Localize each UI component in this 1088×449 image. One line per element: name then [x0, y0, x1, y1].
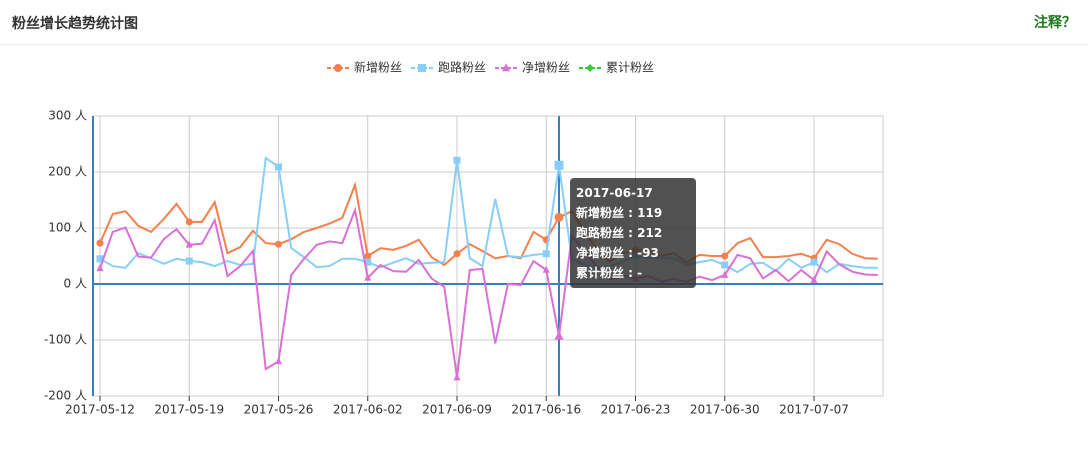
- point: [185, 218, 193, 226]
- tooltip: 2017-06-17 新增粉丝 : 119 跑路粉丝 : 212 净增粉丝 : …: [570, 178, 696, 288]
- point: [721, 270, 729, 278]
- point: [554, 160, 564, 170]
- x-tick-label: 2017-05-26: [244, 403, 314, 417]
- point: [275, 240, 282, 248]
- x-tick-label: 2017-06-02: [333, 403, 403, 417]
- point: [721, 261, 729, 269]
- legend-label: 累计粉丝: [606, 61, 654, 75]
- y-tick-label: -200 人: [44, 389, 87, 403]
- point: [453, 250, 461, 258]
- point: [810, 275, 818, 283]
- point: [453, 156, 461, 164]
- point: [502, 63, 510, 72]
- point: [554, 330, 564, 340]
- x-tick-label: 2017-06-16: [511, 403, 581, 417]
- point: [275, 163, 282, 171]
- legend-label: 净增粉丝: [522, 61, 570, 75]
- series-line: [99, 181, 878, 267]
- y-tick-label: 100 人: [48, 221, 87, 235]
- point: [185, 240, 193, 248]
- point: [96, 255, 104, 263]
- point: [586, 64, 594, 72]
- series-line: [99, 206, 878, 378]
- point: [542, 265, 550, 273]
- point: [96, 239, 104, 247]
- point: [418, 64, 426, 72]
- point: [275, 357, 282, 365]
- x-tick-label: 2017-06-09: [422, 403, 492, 417]
- series-line: [99, 156, 878, 274]
- point: [96, 264, 104, 272]
- point: [364, 252, 372, 260]
- point: [453, 373, 461, 381]
- y-tick-label: 200 人: [48, 165, 87, 179]
- point: [364, 258, 372, 266]
- point: [185, 257, 193, 265]
- x-tick-label: 2017-05-12: [65, 403, 135, 417]
- tooltip-row: 跑路粉丝 : 212: [576, 226, 663, 240]
- point: [810, 258, 818, 266]
- x-tick-label: 2017-05-19: [154, 403, 224, 417]
- y-tick-label: 0 人: [64, 277, 87, 291]
- header-title: 粉丝增长趋势统计图: [12, 16, 138, 32]
- plot-area: [92, 115, 884, 397]
- x-tick-label: 2017-06-30: [690, 403, 760, 417]
- note-link[interactable]: 注释？: [1034, 15, 1076, 31]
- x-tick-label: 2017-07-07: [779, 403, 849, 417]
- point: [334, 64, 342, 72]
- y-tick-label: -100 人: [44, 333, 87, 347]
- y-tick-label: 300 人: [48, 109, 87, 123]
- tooltip-title: 2017-06-17: [576, 186, 653, 200]
- legend-label: 新增粉丝: [354, 60, 402, 75]
- point: [364, 273, 372, 281]
- tooltip-row: 净增粉丝 : -93: [576, 246, 659, 260]
- tooltip-row: 新增粉丝 : 119: [576, 206, 663, 220]
- legend-label: 跑路粉丝: [438, 60, 486, 75]
- header: 粉丝增长趋势统计图 注释？: [0, 0, 1088, 45]
- x-tick-label: 2017-06-23: [601, 403, 671, 417]
- point: [721, 252, 729, 260]
- point: [542, 250, 550, 258]
- tooltip-row: 累计粉丝 : -: [576, 266, 643, 280]
- point: [554, 212, 564, 222]
